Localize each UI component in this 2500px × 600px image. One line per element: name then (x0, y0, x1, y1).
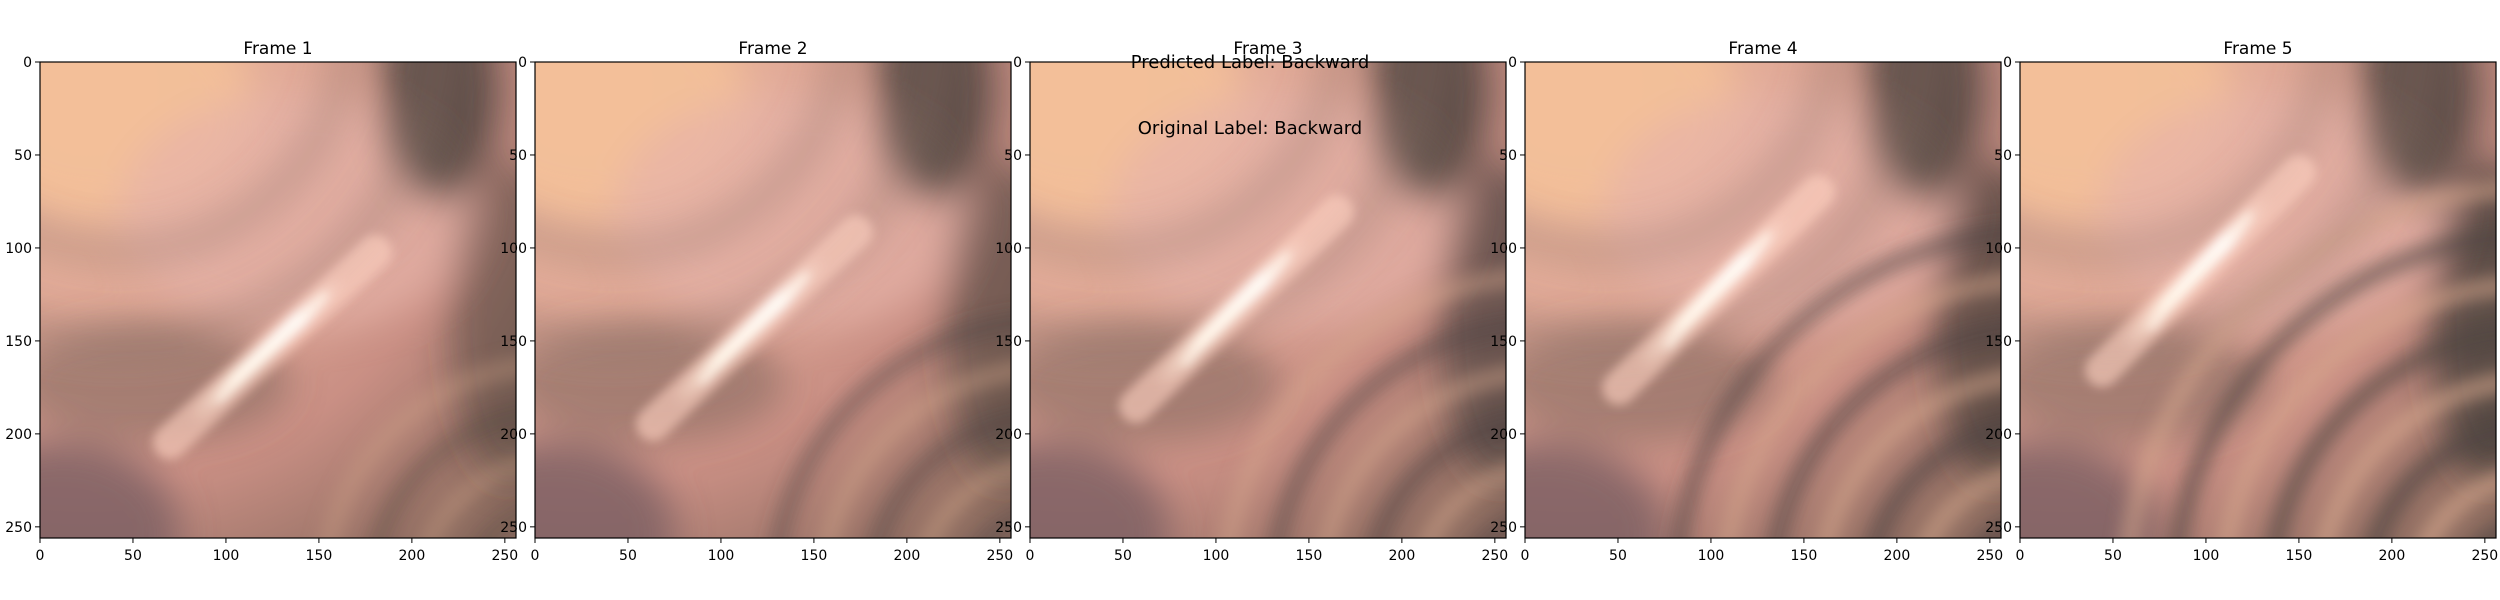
y-tick-label: 150 (995, 334, 1022, 350)
frame-image (2020, 62, 2496, 538)
x-tick-label: 150 (1791, 548, 1818, 564)
figure-suptitle: Predicted Label: Backward Original Label… (0, 8, 2500, 162)
y-tick-label: 150 (500, 334, 527, 350)
x-tick-label: 200 (1389, 548, 1416, 564)
axes-frame (534, 61, 1012, 539)
x-tick-label: 50 (124, 548, 142, 564)
y-tick-label: 150 (1490, 334, 1517, 350)
y-tick-label: 50 (14, 148, 32, 164)
x-tick-label: 0 (1026, 548, 1035, 564)
frame-title: Frame 3 (1233, 39, 1302, 59)
y-tick-label: 200 (1490, 427, 1517, 443)
x-tick-label: 200 (2379, 548, 2406, 564)
x-tick-label: 200 (399, 548, 426, 564)
x-tick-label: 50 (1114, 548, 1132, 564)
y-tick-label: 150 (5, 334, 32, 350)
x-tick-label: 200 (1884, 548, 1911, 564)
y-tick-label: 150 (1985, 334, 2012, 350)
x-tick-label: 250 (491, 548, 518, 564)
y-tick-label: 250 (1490, 520, 1517, 536)
x-tick-label: 100 (1698, 548, 1725, 564)
y-tick-label: 50 (1004, 148, 1022, 164)
frame-title: Frame 4 (1728, 39, 1797, 59)
y-tick-label: 100 (995, 241, 1022, 257)
x-tick-label: 250 (986, 548, 1013, 564)
y-tick-label: 100 (1985, 241, 2012, 257)
x-tick-label: 150 (2286, 548, 2313, 564)
y-tick-label: 200 (5, 427, 32, 443)
frame-title: Frame 2 (738, 39, 807, 59)
y-tick-label: 0 (1508, 55, 1517, 71)
y-tick-label: 0 (2003, 55, 2012, 71)
y-tick-label: 200 (500, 427, 527, 443)
x-tick-label: 250 (2471, 548, 2498, 564)
x-tick-label: 50 (1609, 548, 1627, 564)
axes-frame (39, 61, 517, 539)
y-tick-label: 250 (5, 520, 32, 536)
x-tick-label: 0 (2016, 548, 2025, 564)
y-tick-label: 250 (500, 520, 527, 536)
y-tick-label: 50 (509, 148, 527, 164)
y-tick-label: 0 (23, 55, 32, 71)
y-tick-label: 0 (1013, 55, 1022, 71)
axes-frame (1524, 61, 2002, 539)
y-tick-label: 0 (518, 55, 527, 71)
y-tick-label: 100 (5, 241, 32, 257)
x-tick-label: 100 (708, 548, 735, 564)
y-tick-label: 250 (1985, 520, 2012, 536)
original-label: Original Label: Backward (1137, 118, 1363, 139)
x-tick-label: 250 (1481, 548, 1508, 564)
x-tick-label: 200 (894, 548, 921, 564)
x-tick-label: 100 (213, 548, 240, 564)
predicted-label: Predicted Label: Backward (1130, 52, 1370, 73)
y-tick-label: 200 (995, 427, 1022, 443)
x-tick-label: 150 (1296, 548, 1323, 564)
frame-title: Frame 5 (2223, 39, 2292, 59)
axes-frame (2019, 61, 2497, 539)
x-tick-label: 150 (306, 548, 333, 564)
frame-image (535, 62, 1011, 538)
x-tick-label: 0 (36, 548, 45, 564)
x-tick-label: 100 (1203, 548, 1230, 564)
x-tick-label: 50 (619, 548, 637, 564)
y-tick-label: 100 (500, 241, 527, 257)
frame-title: Frame 1 (243, 39, 312, 59)
frame-image (1030, 62, 1506, 538)
x-tick-label: 0 (531, 548, 540, 564)
axes-frame (1029, 61, 1507, 539)
y-tick-label: 50 (1499, 148, 1517, 164)
y-tick-label: 100 (1490, 241, 1517, 257)
y-tick-label: 200 (1985, 427, 2012, 443)
frame-image (1525, 62, 2001, 538)
x-tick-label: 250 (1976, 548, 2003, 564)
y-tick-label: 50 (1994, 148, 2012, 164)
x-tick-label: 0 (1521, 548, 1530, 564)
frame-image (40, 62, 516, 538)
x-tick-label: 150 (801, 548, 828, 564)
x-tick-label: 100 (2193, 548, 2220, 564)
y-tick-label: 250 (995, 520, 1022, 536)
x-tick-label: 50 (2104, 548, 2122, 564)
